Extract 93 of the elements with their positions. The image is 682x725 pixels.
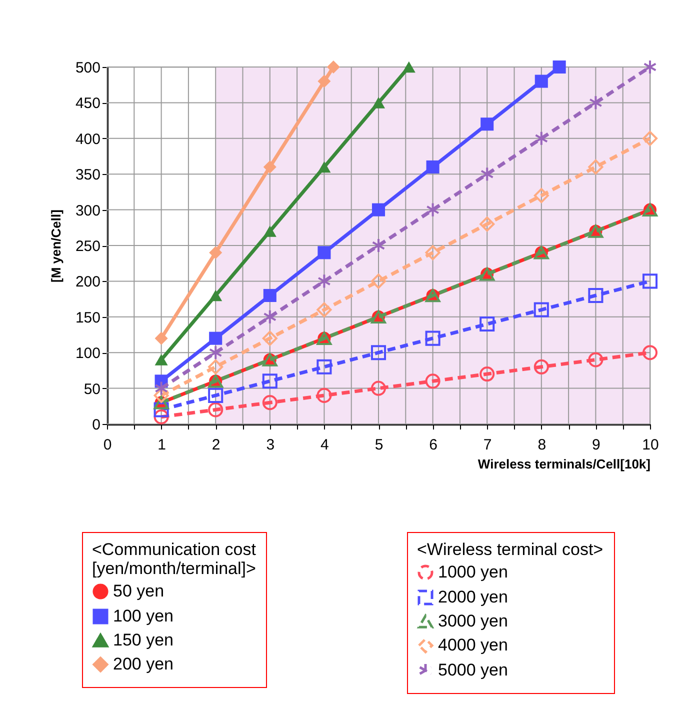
point [263, 288, 276, 302]
point [534, 188, 549, 204]
y-tick-label: 50 [84, 380, 100, 398]
y-tick-label: 300 [75, 202, 100, 220]
point [263, 226, 276, 237]
legend-label: 200 yen [113, 654, 174, 674]
point [209, 246, 222, 260]
point [209, 290, 222, 302]
x-tick-label: 5 [374, 436, 384, 454]
point [480, 316, 495, 332]
point [588, 159, 604, 174]
point [208, 359, 224, 374]
y-tick-label: 200 [75, 274, 100, 291]
legend-label: 5000 yen [438, 660, 508, 680]
x-tick-label: 3 [266, 436, 275, 454]
x-tick-label: 10 [642, 436, 659, 454]
point [208, 388, 224, 403]
point [534, 359, 549, 374]
y-tick-label: 450 [75, 95, 100, 112]
x-tick-label: 8 [538, 436, 546, 454]
x-tick-label: 9 [592, 436, 600, 454]
point [425, 374, 440, 389]
y-tick-label: 100 [75, 345, 100, 362]
point [589, 95, 602, 110]
point [642, 130, 658, 146]
legend-label: 100 yen [113, 606, 174, 626]
x-axis-title: Wireless terminals/Cell[10k] [478, 456, 650, 472]
x-tick-label: 7 [483, 436, 492, 454]
point [262, 330, 278, 346]
y-tick-label: 150 [75, 309, 100, 326]
point [208, 345, 222, 360]
point [318, 74, 331, 88]
text: <Wireless terminal cost> [417, 540, 604, 559]
y-axis-title: [M yen/Cell] [48, 210, 64, 282]
point [316, 302, 332, 318]
point [154, 402, 169, 418]
legend-label: 1000 yen [438, 562, 508, 582]
point [262, 395, 278, 410]
y-tick-label: 350 [75, 166, 100, 184]
point [534, 130, 548, 146]
point [588, 288, 604, 303]
legend-label: 4000 yen [438, 636, 508, 654]
point [372, 97, 386, 108]
point [480, 366, 495, 382]
legend-label: 2000 yen [438, 588, 508, 606]
point [643, 59, 657, 75]
point [402, 61, 416, 73]
x-tick-label: 4 [320, 436, 329, 454]
x-tick-label: 1 [158, 436, 166, 454]
point [154, 380, 168, 396]
legend-label: 150 yen [113, 630, 174, 650]
point [425, 245, 440, 260]
x-tick-label: 2 [212, 436, 220, 454]
point [318, 274, 331, 289]
point [370, 345, 386, 360]
point [370, 274, 386, 289]
point [426, 160, 440, 174]
point [154, 332, 168, 345]
point [588, 352, 604, 368]
point [316, 359, 332, 374]
point [552, 60, 566, 74]
point [642, 274, 658, 289]
point [263, 160, 276, 174]
point [480, 216, 495, 232]
point [316, 388, 332, 403]
y-tick-label: 400 [75, 130, 100, 148]
point [534, 302, 549, 318]
point [480, 118, 494, 131]
point [642, 345, 658, 360]
point [425, 330, 440, 346]
y-tick-label: 0 [92, 416, 100, 434]
point [262, 374, 278, 389]
point [154, 409, 169, 424]
y-tick-label: 250 [75, 238, 100, 255]
point [318, 161, 331, 173]
x-tick-label: 0 [103, 436, 112, 454]
point [370, 380, 386, 396]
point [480, 166, 494, 182]
point [534, 74, 548, 88]
point [372, 238, 386, 254]
legend-label: 50 yen [113, 582, 164, 600]
point [426, 202, 440, 218]
point [372, 203, 386, 216]
point [154, 354, 168, 366]
y-tick-label: 500 [75, 60, 100, 76]
point [326, 60, 340, 74]
legend-label: 3000 yen [438, 612, 508, 630]
point [263, 309, 277, 324]
point [318, 246, 331, 260]
point [209, 332, 222, 345]
x-tick-label: 6 [429, 436, 438, 454]
text: <Communication cost [yen/month/terminal]> [92, 540, 256, 578]
point [208, 402, 224, 418]
